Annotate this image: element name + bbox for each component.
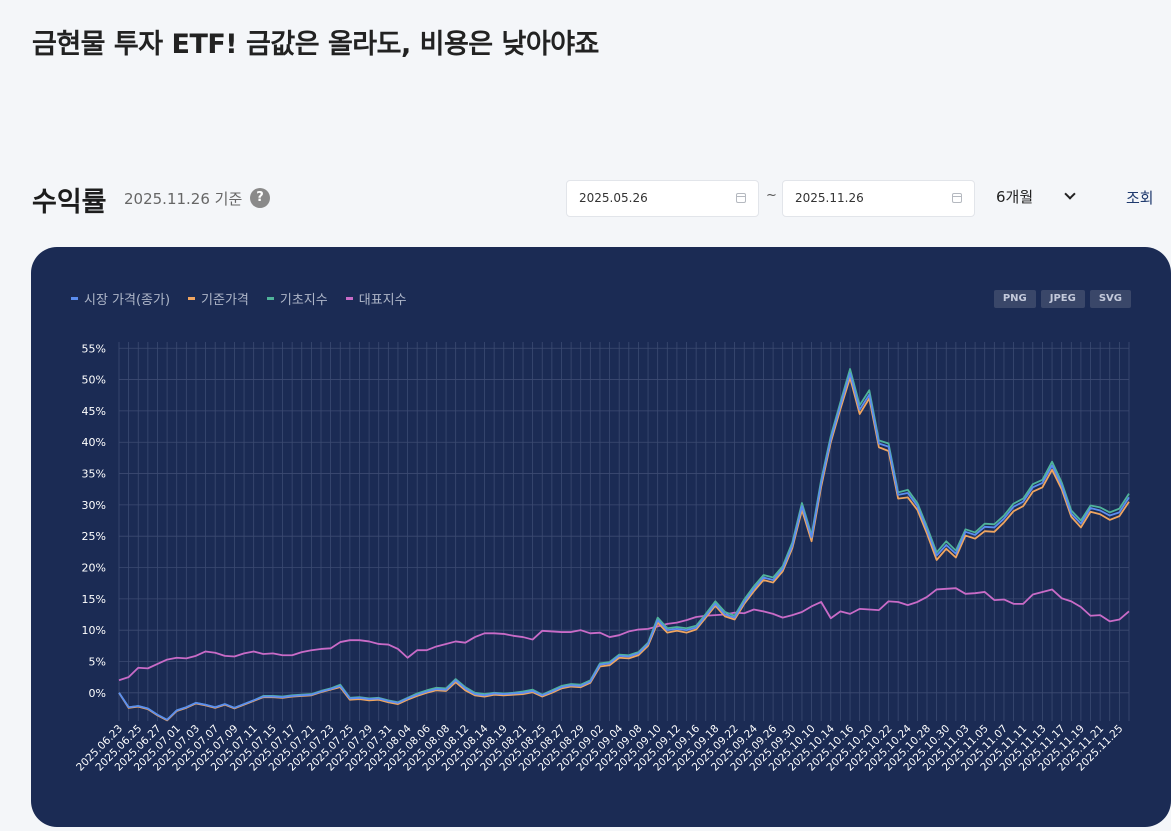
y-tick-label: 50%: [82, 374, 106, 387]
y-tick-label: 20%: [82, 562, 106, 575]
legend-item[interactable]: 기준가격: [188, 289, 249, 308]
legend-item[interactable]: 기초지수: [266, 289, 328, 308]
legend-swatch: [188, 297, 196, 300]
chevron-down-icon[interactable]: [1064, 188, 1076, 200]
y-tick-label: 55%: [82, 342, 106, 355]
date-separator: ~: [766, 188, 777, 203]
start-date-input[interactable]: 2025.05.26: [566, 180, 759, 217]
legend-swatch: [71, 297, 78, 300]
chart-legend: 시장 가격(종가) 기준가격 기초지수 대표지수: [71, 289, 407, 308]
search-button[interactable]: 조회: [1126, 189, 1154, 207]
chart-card: 0% 5% 10% 15% 20% 25% 30% 35% 40% 45% 50% 55% 2025.0…: [31, 247, 1171, 827]
export-svg-button[interactable]: SVG: [1089, 290, 1131, 308]
legend-label: 대표지수: [358, 293, 407, 308]
legend-swatch: [345, 297, 353, 300]
export-jpeg-button[interactable]: JPEG: [1040, 290, 1085, 308]
legend-item[interactable]: 대표지수: [345, 289, 407, 308]
series-line-2[interactable]: [118, 368, 1130, 721]
series-line-1[interactable]: [118, 376, 1130, 722]
y-tick-label: 40%: [82, 436, 106, 449]
section-title: 수익률: [32, 187, 107, 218]
series-line-3[interactable]: [118, 587, 1130, 682]
y-tick-label: 35%: [82, 468, 106, 481]
y-tick-label: 0%: [89, 687, 106, 700]
legend-swatch: [266, 297, 274, 300]
start-date-value: 2025.05.26: [579, 191, 648, 205]
legend-label: 시장 가격(종가): [84, 293, 171, 308]
y-tick-label: 45%: [82, 405, 106, 418]
end-date-input[interactable]: 2025.11.26: [782, 180, 975, 217]
y-tick-label: 10%: [82, 624, 106, 637]
series-line-0[interactable]: [118, 372, 1130, 721]
y-tick-label: 25%: [82, 530, 106, 543]
calendar-icon[interactable]: [952, 193, 962, 203]
calendar-icon[interactable]: [736, 193, 746, 203]
y-tick-label: 30%: [82, 499, 106, 512]
page-title: 금현물 투자 ETF! 금값은 올라도, 비용은 낮아야죠: [32, 29, 599, 60]
legend-item[interactable]: 시장 가격(종가): [71, 289, 170, 308]
y-tick-label: 15%: [82, 593, 106, 606]
export-png-button[interactable]: PNG: [993, 290, 1036, 308]
export-buttons: PNG JPEG SVG: [993, 290, 1131, 308]
question-icon[interactable]: ?: [250, 188, 270, 208]
basis-date: 2025.11.26 기준: [124, 190, 243, 208]
legend-label: 기준가격: [201, 293, 249, 308]
end-date-value: 2025.11.26: [795, 191, 864, 205]
period-select[interactable]: 6개월: [996, 188, 1034, 206]
legend-label: 기초지수: [279, 293, 328, 308]
y-tick-label: 5%: [89, 655, 106, 668]
returns-chart: 0%5%10%15%20%25%30%35%40%45%50%55%2025.0…: [74, 342, 1130, 774]
